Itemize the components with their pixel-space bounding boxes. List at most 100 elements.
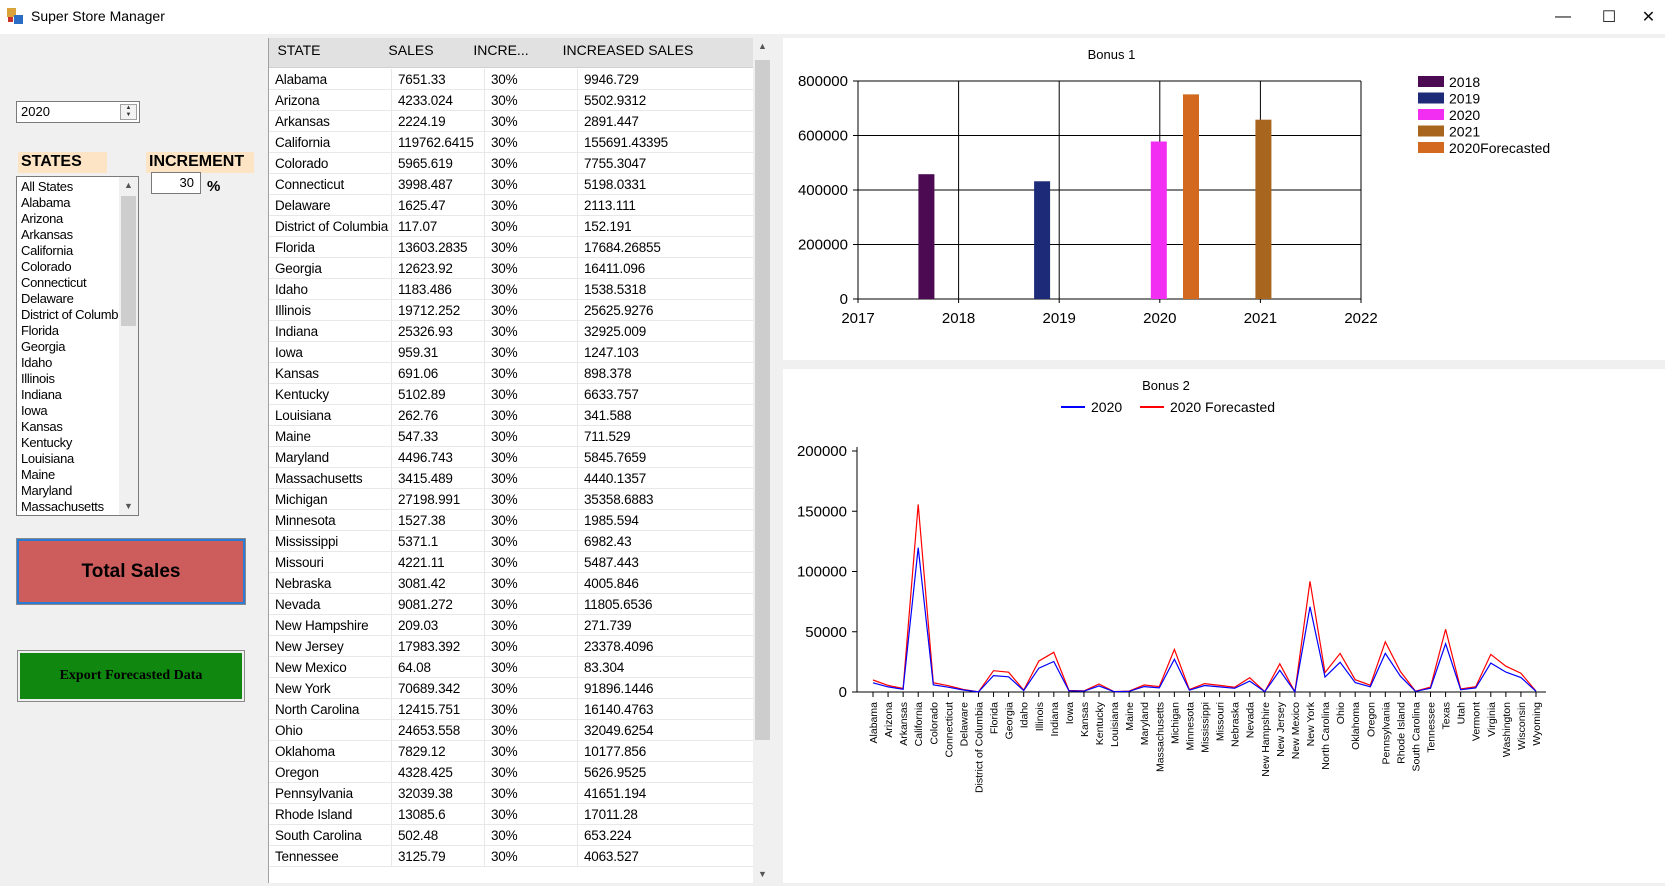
- state-cell[interactable]: Connecticut: [269, 174, 392, 195]
- table-row[interactable]: Connecticut 3998.487 30% 5198.0331: [269, 174, 754, 195]
- sales-cell[interactable]: 24653.558: [392, 720, 485, 741]
- table-row[interactable]: Rhode Island 13085.6 30% 17011.28: [269, 804, 754, 825]
- increment-cell[interactable]: 30%: [485, 678, 578, 699]
- increased-sales-cell[interactable]: 83.304: [578, 657, 754, 678]
- sales-cell[interactable]: 13085.6: [392, 804, 485, 825]
- increased-sales-cell[interactable]: 10177.856: [578, 741, 754, 762]
- state-cell[interactable]: South Carolina: [269, 825, 392, 846]
- states-list-item[interactable]: Connecticut: [21, 275, 87, 290]
- state-cell[interactable]: Kentucky: [269, 384, 392, 405]
- sales-cell[interactable]: 3415.489: [392, 468, 485, 489]
- states-list-item[interactable]: Louisiana: [21, 451, 74, 466]
- increased-sales-cell[interactable]: 155691.43395: [578, 132, 754, 153]
- increased-sales-cell[interactable]: 653.224: [578, 825, 754, 846]
- table-row[interactable]: Ohio 24653.558 30% 32049.6254: [269, 720, 754, 741]
- sales-cell[interactable]: 209.03: [392, 615, 485, 636]
- scroll-down-icon[interactable]: ▼: [124, 501, 133, 511]
- table-row[interactable]: Colorado 5965.619 30% 7755.3047: [269, 153, 754, 174]
- states-scrollbar[interactable]: ▲ ▼: [119, 177, 138, 515]
- sales-cell[interactable]: 7651.33: [392, 69, 485, 90]
- total-sales-button[interactable]: Total Sales: [16, 538, 246, 605]
- increased-sales-cell[interactable]: 17684.26855: [578, 237, 754, 258]
- states-list-item[interactable]: District of Columbia: [21, 307, 121, 322]
- state-cell[interactable]: New York: [269, 678, 392, 699]
- sales-cell[interactable]: 4496.743: [392, 447, 485, 468]
- state-cell[interactable]: Pennsylvania: [269, 783, 392, 804]
- table-row[interactable]: New Hampshire 209.03 30% 271.739: [269, 615, 754, 636]
- sales-cell[interactable]: 12415.751: [392, 699, 485, 720]
- increment-cell[interactable]: 30%: [485, 846, 578, 867]
- increment-cell[interactable]: 30%: [485, 762, 578, 783]
- increased-sales-cell[interactable]: 4063.527: [578, 846, 754, 867]
- table-row[interactable]: Iowa 959.31 30% 1247.103: [269, 342, 754, 363]
- states-listbox[interactable]: All States Alabama Arizona Arkansas Californ…: [16, 176, 139, 516]
- grid-scrollbar[interactable]: ▲ ▼: [753, 38, 772, 883]
- increased-sales-cell[interactable]: 4440.1357: [578, 468, 754, 489]
- states-list-item[interactable]: Colorado: [21, 259, 72, 274]
- table-row[interactable]: New York 70689.342 30% 91896.1446: [269, 678, 754, 699]
- increased-sales-cell[interactable]: 898.378: [578, 363, 754, 384]
- increased-sales-cell[interactable]: 5845.7659: [578, 447, 754, 468]
- state-cell[interactable]: District of Columbia: [269, 216, 392, 237]
- increased-sales-cell[interactable]: 25625.9276: [578, 300, 754, 321]
- sales-cell[interactable]: 25326.93: [392, 321, 485, 342]
- table-row[interactable]: Tennessee 3125.79 30% 4063.527: [269, 846, 754, 867]
- increment-cell[interactable]: 30%: [485, 237, 578, 258]
- sales-cell[interactable]: 3081.42: [392, 573, 485, 594]
- sales-cell[interactable]: 117.07: [392, 216, 485, 237]
- increment-cell[interactable]: 30%: [485, 783, 578, 804]
- increment-cell[interactable]: 30%: [485, 510, 578, 531]
- increment-cell[interactable]: 30%: [485, 111, 578, 132]
- state-cell[interactable]: Idaho: [269, 279, 392, 300]
- increased-sales-cell[interactable]: 2891.447: [578, 111, 754, 132]
- states-list-item[interactable]: Georgia: [21, 339, 66, 354]
- increased-sales-cell[interactable]: 152.191: [578, 216, 754, 237]
- states-list-item[interactable]: Maine: [21, 467, 55, 482]
- table-row[interactable]: North Carolina 12415.751 30% 16140.4763: [269, 699, 754, 720]
- sales-cell[interactable]: 64.08: [392, 657, 485, 678]
- increased-sales-cell[interactable]: 17011.28: [578, 804, 754, 825]
- table-row[interactable]: Mississippi 5371.1 30% 6982.43: [269, 531, 754, 552]
- increment-cell[interactable]: 30%: [485, 300, 578, 321]
- sales-cell[interactable]: 691.06: [392, 363, 485, 384]
- table-row[interactable]: Arkansas 2224.19 30% 2891.447: [269, 111, 754, 132]
- sales-cell[interactable]: 17983.392: [392, 636, 485, 657]
- state-cell[interactable]: Kansas: [269, 363, 392, 384]
- increased-sales-cell[interactable]: 32925.009: [578, 321, 754, 342]
- header-state[interactable]: STATE: [277, 42, 321, 58]
- increment-cell[interactable]: 30%: [485, 531, 578, 552]
- increment-cell[interactable]: 30%: [485, 741, 578, 762]
- sales-cell[interactable]: 1527.38: [392, 510, 485, 531]
- state-cell[interactable]: Maryland: [269, 447, 392, 468]
- table-row[interactable]: Kansas 691.06 30% 898.378: [269, 363, 754, 384]
- state-cell[interactable]: Ohio: [269, 720, 392, 741]
- table-row[interactable]: Kentucky 5102.89 30% 6633.757: [269, 384, 754, 405]
- header-increment[interactable]: INCRE...: [473, 42, 529, 58]
- increment-cell[interactable]: 30%: [485, 69, 578, 90]
- state-cell[interactable]: Iowa: [269, 342, 392, 363]
- increased-sales-cell[interactable]: 35358.6883: [578, 489, 754, 510]
- sales-cell[interactable]: 3998.487: [392, 174, 485, 195]
- increased-sales-cell[interactable]: 91896.1446: [578, 678, 754, 699]
- sales-cell[interactable]: 5371.1: [392, 531, 485, 552]
- table-row[interactable]: Florida 13603.2835 30% 17684.26855: [269, 237, 754, 258]
- table-row[interactable]: California 119762.6415 30% 155691.43395: [269, 132, 754, 153]
- table-row[interactable]: Indiana 25326.93 30% 32925.009: [269, 321, 754, 342]
- states-list-item[interactable]: Massachusetts: [21, 499, 104, 514]
- increment-cell[interactable]: 30%: [485, 657, 578, 678]
- increment-cell[interactable]: 30%: [485, 615, 578, 636]
- states-list-item[interactable]: Alabama: [21, 195, 71, 210]
- state-cell[interactable]: New Mexico: [269, 657, 392, 678]
- table-row[interactable]: Missouri 4221.11 30% 5487.443: [269, 552, 754, 573]
- states-list-item[interactable]: Indiana: [21, 387, 62, 402]
- increment-input[interactable]: 30: [151, 172, 201, 194]
- increment-cell[interactable]: 30%: [485, 489, 578, 510]
- state-cell[interactable]: Michigan: [269, 489, 392, 510]
- increased-sales-cell[interactable]: 7755.3047: [578, 153, 754, 174]
- header-sales[interactable]: SALES: [388, 42, 434, 58]
- increment-cell[interactable]: 30%: [485, 594, 578, 615]
- table-row[interactable]: Nebraska 3081.42 30% 4005.846: [269, 573, 754, 594]
- increased-sales-cell[interactable]: 32049.6254: [578, 720, 754, 741]
- table-row[interactable]: Louisiana 262.76 30% 341.588: [269, 405, 754, 426]
- state-cell[interactable]: Maine: [269, 426, 392, 447]
